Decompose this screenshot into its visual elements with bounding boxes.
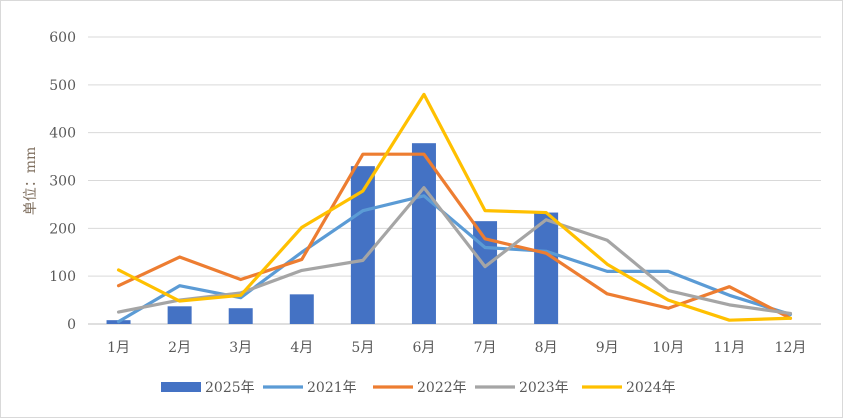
line-2024 (116, 92, 793, 322)
x-tick-label: 7月 (474, 340, 497, 356)
y-tick-label: 300 (49, 174, 76, 190)
grid-lines (88, 36, 821, 325)
bar-2025-4 (289, 294, 314, 324)
line-2021 (116, 194, 793, 324)
x-tick-label: 11月 (713, 340, 745, 356)
y-tick-label: 100 (49, 269, 76, 285)
legend-swatch-bar (161, 382, 201, 392)
legend-label: 2022年 (417, 380, 467, 396)
x-tick-label: 8月 (535, 340, 558, 356)
legend-label: 2023年 (519, 380, 569, 396)
bar-2025-6 (411, 143, 436, 324)
legend: 2025年 2021年 2022年 2023年 2024年 (161, 380, 676, 396)
legend-label: 2021年 (307, 380, 357, 396)
x-tick-label: 12月 (775, 340, 807, 356)
bar-series (106, 143, 559, 324)
bar-2025-3 (228, 308, 253, 324)
x-tick-label: 10月 (652, 340, 684, 356)
y-axis-label: 单位：mm (23, 147, 39, 216)
x-tick-label: 3月 (229, 340, 252, 356)
x-tick-label: 4月 (290, 340, 313, 356)
legend-label: 2025年 (205, 380, 255, 396)
y-axis-ticks: 0 100 200 300 400 500 600 (49, 30, 76, 333)
line-2023 (116, 186, 793, 316)
bar-2025-2 (167, 306, 192, 324)
x-tick-label: 6月 (412, 340, 435, 356)
bar-2025-8 (534, 212, 559, 324)
y-tick-label: 0 (67, 317, 76, 333)
y-tick-label: 200 (49, 221, 76, 237)
legend-label: 2024年 (626, 380, 676, 396)
x-axis-ticks: 1月 2月 3月 4月 5月 6月 7月 8月 9月 10月 11月 12月 (107, 340, 806, 356)
x-tick-label: 2月 (168, 340, 191, 356)
y-tick-label: 600 (49, 30, 76, 46)
x-tick-label: 1月 (107, 340, 130, 356)
x-tick-label: 5月 (351, 340, 374, 356)
y-tick-label: 400 (49, 126, 76, 142)
line-series (116, 92, 793, 324)
x-tick-label: 9月 (596, 340, 619, 356)
y-tick-label: 500 (49, 78, 76, 94)
